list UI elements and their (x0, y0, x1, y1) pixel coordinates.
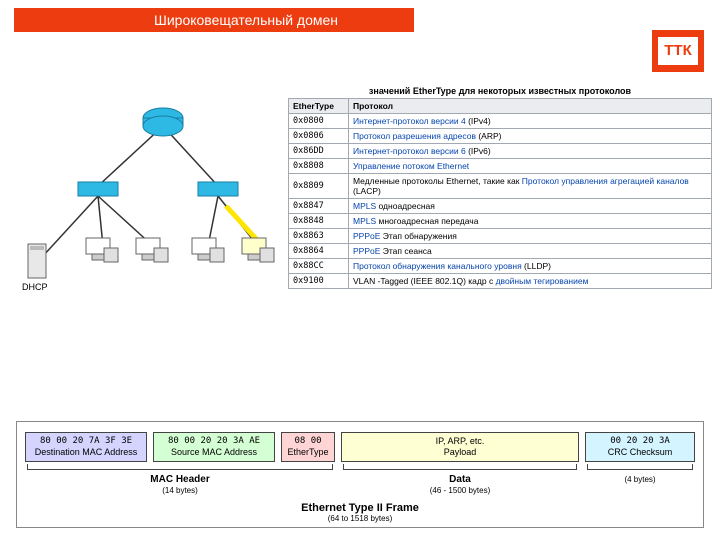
protocol-link[interactable]: Управление потоком Ethernet (353, 161, 469, 171)
data-group-label: Data(46 - 1500 bytes) (341, 474, 579, 496)
mac-bracket (27, 464, 333, 470)
table-row: 0x8808 Управление потоком Ethernet (289, 159, 712, 174)
ethertype-hex: 08 00 (286, 436, 330, 447)
protocol-cell: Интернет-протокол версии 6 (IPv6) (349, 144, 712, 159)
ethertype-code: 0x8864 (289, 244, 349, 259)
protocol-cell: PPPoE Этап обнаружения (349, 229, 712, 244)
payload-field: IP, ARP, etc. Payload (341, 432, 579, 462)
ethertype-table-area: значений EtherType для некоторых известн… (288, 86, 712, 289)
protocol-cell: Медленные протоколы Ethernet, такие как … (349, 174, 712, 199)
ethernet-frame: 80 00 20 7A 3F 3E Destination MAC Addres… (16, 421, 704, 528)
ethertype-code: 0x8848 (289, 214, 349, 229)
protocol-link[interactable]: PPPoE (353, 246, 380, 256)
protocol-cell: PPPoE Этап сеанса (349, 244, 712, 259)
table-header-row: EtherType Протокол (289, 99, 712, 114)
table-row: 0x9100VLAN -Tagged (IEEE 802.1Q) кадр с … (289, 274, 712, 289)
protocol-link[interactable]: двойным тегированием (496, 276, 589, 286)
mac-group-label: MAC Header(14 bytes) (25, 474, 335, 496)
protocol-cell: Интернет-протокол версии 4 (IPv4) (349, 114, 712, 129)
protocol-cell: MPLS многоадресная передача (349, 214, 712, 229)
table-title: значений EtherType для некоторых известн… (288, 86, 712, 96)
protocol-link[interactable]: MPLS (353, 216, 376, 226)
table-row: 0x8809Медленные протоколы Ethernet, таки… (289, 174, 712, 199)
table-row: 0x8864PPPoE Этап сеанса (289, 244, 712, 259)
src-mac-field: 80 00 20 20 3A AE Source MAC Address (153, 432, 275, 462)
ethertype-code: 0x88CC (289, 259, 349, 274)
dest-mac-field: 80 00 20 7A 3F 3E Destination MAC Addres… (25, 432, 147, 462)
table-row: 0x86DDИнтернет-протокол версии 6 (IPv6) (289, 144, 712, 159)
ethertype-code: 0x9100 (289, 274, 349, 289)
ethertype-code: 0x8808 (289, 159, 349, 174)
ethertype-table: EtherType Протокол 0x0800Интернет-проток… (288, 98, 712, 289)
table-row: 0x0806Протокол разрешения адресов (ARP) (289, 129, 712, 144)
page-title: Широковещательный домен (14, 8, 414, 32)
logo-badge: ТТК (652, 30, 704, 72)
protocol-cell: MPLS одноадресная (349, 199, 712, 214)
payload-label2: Payload (346, 447, 574, 458)
ethertype-code: 0x8809 (289, 174, 349, 199)
protocol-link[interactable]: Протокол разрешения адресов (353, 131, 476, 141)
protocol-cell: Протокол разрешения адресов (ARP) (349, 129, 712, 144)
protocol-link[interactable]: Протокол управления агрегацией каналов (522, 176, 689, 186)
network-diagram: DHCP (8, 86, 283, 296)
col-ethertype: EtherType (289, 99, 349, 114)
table-row: 0x8863PPPoE Этап обнаружения (289, 229, 712, 244)
ethertype-code: 0x0800 (289, 114, 349, 129)
protocol-cell: Управление потоком Ethernet (349, 159, 712, 174)
dest-mac-label: Destination MAC Address (30, 447, 142, 458)
frame-title: Ethernet Type II Frame (25, 502, 695, 514)
table-row: 0x0800Интернет-протокол версии 4 (IPv4) (289, 114, 712, 129)
col-protocol: Протокол (349, 99, 712, 114)
network-svg (8, 86, 283, 296)
protocol-link[interactable]: PPPoE (353, 231, 380, 241)
crc-hex: 00 20 20 3A (590, 436, 690, 447)
logo-text: ТТК (658, 37, 698, 65)
protocol-link[interactable]: MPLS (353, 201, 376, 211)
crc-field: 00 20 20 3A CRC Checksum (585, 432, 695, 462)
protocol-cell: VLAN -Tagged (IEEE 802.1Q) кадр с двойны… (349, 274, 712, 289)
crc-group-label: (4 bytes) (585, 474, 695, 485)
frame-sub: (64 to 1518 bytes) (25, 514, 695, 523)
crc-label: CRC Checksum (590, 447, 690, 458)
table-row: 0x8848MPLS многоадресная передача (289, 214, 712, 229)
ethertype-code: 0x8863 (289, 229, 349, 244)
protocol-link[interactable]: Интернет-протокол версии 6 (353, 146, 466, 156)
ethertype-code: 0x0806 (289, 129, 349, 144)
protocol-link[interactable]: Интернет-протокол версии 4 (353, 116, 466, 126)
ethertype-code: 0x8847 (289, 199, 349, 214)
table-row: 0x8847MPLS одноадресная (289, 199, 712, 214)
ethertype-code: 0x86DD (289, 144, 349, 159)
src-mac-hex: 80 00 20 20 3A AE (158, 436, 270, 447)
table-row: 0x88CCПротокол обнаружения канального ур… (289, 259, 712, 274)
src-mac-label: Source MAC Address (158, 447, 270, 458)
dest-mac-hex: 80 00 20 7A 3F 3E (30, 436, 142, 447)
protocol-cell: Протокол обнаружения канального уровня (… (349, 259, 712, 274)
payload-label1: IP, ARP, etc. (346, 436, 574, 447)
crc-bracket (587, 464, 693, 470)
ethertype-label: EtherType (286, 447, 330, 458)
ethertype-field: 08 00 EtherType (281, 432, 335, 462)
protocol-link[interactable]: Протокол обнаружения канального уровня (353, 261, 522, 271)
dhcp-label: DHCP (22, 282, 48, 292)
frame-fields-row: 80 00 20 7A 3F 3E Destination MAC Addres… (25, 432, 695, 496)
data-bracket (343, 464, 577, 470)
